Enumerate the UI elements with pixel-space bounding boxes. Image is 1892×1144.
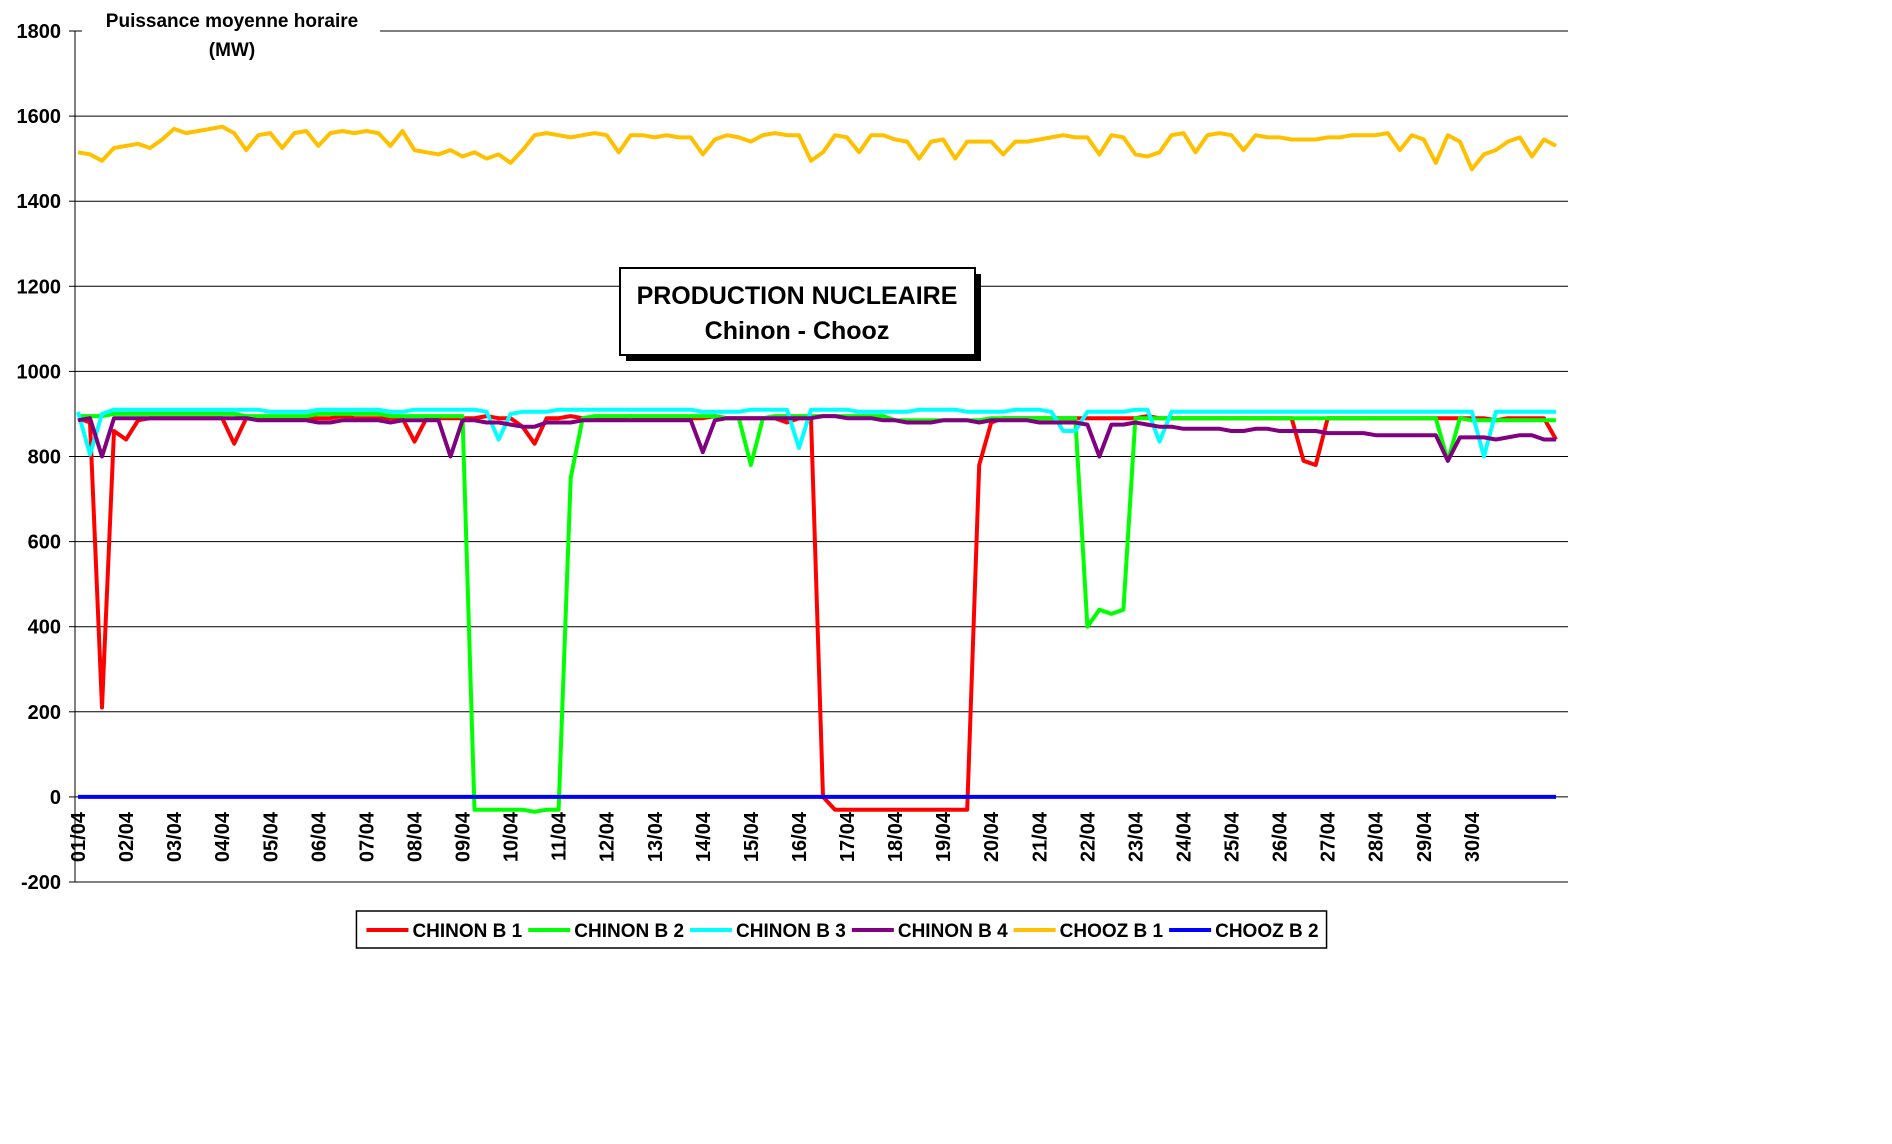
x-tick-label: 17/04 xyxy=(837,811,859,862)
y-tick-label: 1000 xyxy=(17,361,62,383)
x-tick-label: 21/04 xyxy=(1029,811,1051,862)
legend: CHINON B 1 CHINON B 2 CHINON B 3 CHINON B 4… xyxy=(355,910,1328,949)
legend-label: CHINON B 3 xyxy=(736,921,846,942)
x-tick-label: 24/04 xyxy=(1173,811,1195,862)
chart-title: PRODUCTION NUCLEAIRE xyxy=(637,282,958,310)
y-tick-label: 800 xyxy=(28,447,61,469)
y-tick-label: -200 xyxy=(21,872,61,894)
series-line xyxy=(77,414,1558,812)
x-tick-label: 19/04 xyxy=(933,811,955,862)
x-tick-label: 05/04 xyxy=(260,811,282,862)
y-tick-label: 400 xyxy=(28,617,61,639)
x-tick-label: 10/04 xyxy=(501,811,523,862)
x-tick-label: 16/04 xyxy=(789,811,811,862)
x-tick-label: 13/04 xyxy=(645,811,667,862)
y-tick-label: 200 xyxy=(28,702,61,724)
x-tick-label: 27/04 xyxy=(1318,811,1340,862)
x-tick-label: 11/04 xyxy=(549,811,571,861)
legend-label: CHINON B 1 xyxy=(412,921,522,942)
x-tick-label: 15/04 xyxy=(741,811,763,862)
title-box xyxy=(619,267,976,356)
legend-label: CHINON B 4 xyxy=(898,921,1008,942)
x-tick-label: 03/04 xyxy=(164,811,186,862)
y-tick-label: 1200 xyxy=(17,276,62,298)
chart-subtitle: Chinon - Chooz xyxy=(705,317,890,345)
series-line xyxy=(77,124,1557,172)
x-tick-label: 09/04 xyxy=(453,811,475,862)
y-tick-label: 0 xyxy=(50,787,61,809)
x-tick-label: 08/04 xyxy=(404,811,426,862)
legend-label: CHINON B 2 xyxy=(574,921,684,942)
x-tick-label: 04/04 xyxy=(212,811,234,862)
x-tick-label: 06/04 xyxy=(308,811,330,862)
ylabel-bg xyxy=(82,8,380,58)
x-tick-label: 20/04 xyxy=(981,811,1003,862)
y-tick-label: 1800 xyxy=(17,21,62,43)
x-tick-label: 26/04 xyxy=(1270,811,1292,862)
legend-label: CHOOZ B 1 xyxy=(1060,921,1164,942)
x-tick-label: 14/04 xyxy=(693,811,715,862)
series-line xyxy=(77,414,1556,463)
y-tick-label: 1400 xyxy=(17,191,62,213)
series-line xyxy=(76,407,1556,459)
x-tick-label: 18/04 xyxy=(885,811,907,862)
x-tick-label: 07/04 xyxy=(356,811,378,862)
x-tick-label: 30/04 xyxy=(1462,811,1484,862)
y-axis-label: (MW) xyxy=(209,40,255,61)
x-tick-label: 25/04 xyxy=(1222,811,1244,862)
x-tick-label: 01/04 xyxy=(68,811,90,862)
x-tick-label: 29/04 xyxy=(1414,811,1436,862)
x-tick-label: 02/04 xyxy=(116,811,138,862)
legend-label: CHOOZ B 2 xyxy=(1215,921,1318,942)
legend-box xyxy=(355,910,1328,949)
x-tick-label: 22/04 xyxy=(1077,811,1099,862)
x-tick-label: 28/04 xyxy=(1366,811,1388,862)
y-tick-label: 1600 xyxy=(17,106,62,128)
y-tick-label: 600 xyxy=(28,532,61,554)
x-tick-label: 12/04 xyxy=(597,811,619,862)
y-axis-label: Puissance moyenne horaire xyxy=(106,11,358,32)
x-tick-label: 23/04 xyxy=(1125,811,1147,862)
